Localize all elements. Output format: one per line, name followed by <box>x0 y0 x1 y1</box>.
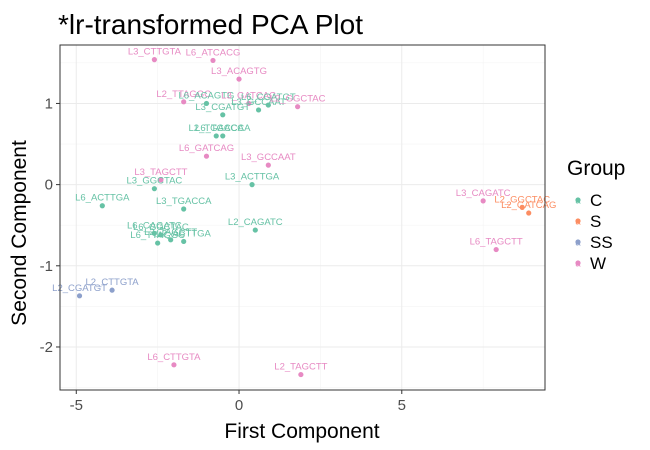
data-point <box>519 204 525 210</box>
data-point <box>151 230 157 236</box>
point-label: L6_GATCAG <box>179 143 234 154</box>
point-label: L3_TAGCTT <box>134 167 187 178</box>
legend-label: C <box>590 191 602 210</box>
legend-label: W <box>590 254 606 273</box>
data-point <box>265 102 271 108</box>
legend-key <box>575 239 581 245</box>
point-label: L2_TTAGGC <box>156 89 211 100</box>
legend-label: S <box>590 212 601 231</box>
point-label: L6_CGATGT <box>241 92 296 103</box>
data-point <box>255 107 262 113</box>
point-label: L2_GATCAG <box>501 200 556 211</box>
point-label: L3_GCCAAT <box>231 97 286 108</box>
data-point <box>252 227 258 233</box>
point-label: L2_TGACCA <box>189 123 245 134</box>
legend-key <box>575 197 581 203</box>
data-point <box>203 153 210 159</box>
point-label: L6_GGCTAC <box>133 222 189 233</box>
data-point <box>265 162 271 168</box>
data-point <box>151 186 157 192</box>
data-point <box>246 100 252 107</box>
legend-label: SS <box>590 233 613 252</box>
data-point <box>298 371 304 378</box>
y-tick-label: 0 <box>45 177 53 194</box>
y-axis-ticks: -2 -1 0 1 <box>40 95 60 356</box>
point-label: L2_CAGATC <box>228 217 283 228</box>
data-point <box>203 100 210 107</box>
data-point <box>109 287 115 293</box>
point-label: L2_GGCTAC <box>270 94 326 105</box>
point-label: L3_ACAGTG <box>211 66 267 77</box>
plot-panel: L3_CTTGTA L6_ATCACGL3_ACAGTGL2_TTAGGCL6_A… <box>52 44 556 391</box>
point-label: L2_CTTGTA <box>86 277 140 288</box>
point-label: L3_GCCAAT <box>241 152 296 163</box>
gridlines <box>60 45 545 390</box>
data-point <box>480 198 486 204</box>
x-tick-label: 5 <box>398 397 406 414</box>
legend-key-glyph: a <box>575 238 581 249</box>
data-point <box>526 210 532 216</box>
data-point <box>181 206 187 212</box>
data-point <box>76 293 83 299</box>
x-tick-label: -5 <box>70 397 83 414</box>
data-point <box>168 237 174 243</box>
point-label: L2_CGATGT <box>52 283 107 294</box>
y-axis-label: Second Component <box>8 140 31 326</box>
point-label: L3_TGACCA <box>156 196 212 207</box>
point-label: L2_GGCTAC <box>494 194 550 205</box>
point-label: L2_TAGCTT <box>144 227 197 238</box>
data-point <box>220 112 226 118</box>
data-point <box>249 182 255 188</box>
data-point <box>213 133 219 139</box>
point-label: L3_CGATGT <box>195 102 250 113</box>
data-points <box>76 57 532 378</box>
plot-border <box>59 44 546 391</box>
data-point <box>181 99 187 105</box>
point-label: L3_GATCAG <box>221 90 276 101</box>
x-axis-ticks: -5 0 5 <box>70 390 406 414</box>
point-labels: L3_CTTGTA L6_ATCACGL3_ACAGTGL2_TTAGGCL6_A… <box>52 47 556 373</box>
point-label: L3_CAGATC <box>456 188 511 199</box>
data-point <box>295 104 301 110</box>
data-point <box>210 57 216 64</box>
data-point <box>220 133 226 139</box>
point-label: L6_TTAGGC <box>130 230 185 241</box>
point-label: L6_TGACCA <box>195 123 251 134</box>
point-label: L3_ACTTGA <box>225 172 280 183</box>
point-label: L6_ATCACG <box>186 47 241 58</box>
point-label: L2_ACTTGA <box>156 228 211 239</box>
point-label: L6_CAGATC <box>127 220 182 231</box>
point-label: L6_TAGCTT <box>470 237 523 248</box>
data-point <box>158 232 164 238</box>
legend: Group a Ca Sa SSa W <box>567 157 625 273</box>
data-point <box>99 203 105 209</box>
data-point <box>155 240 161 246</box>
legend-key-glyph: a <box>575 196 581 207</box>
legend-key <box>575 218 581 224</box>
data-point <box>493 246 499 253</box>
legend-title: Group <box>567 157 625 180</box>
x-axis-label: First Component <box>224 420 379 443</box>
data-point <box>181 238 187 245</box>
chart-title: *lr-transformed PCA Plot <box>58 9 363 40</box>
point-label: L6_ACTTGA <box>75 193 130 204</box>
data-point <box>171 362 177 368</box>
y-tick-label: -1 <box>40 258 53 275</box>
data-point <box>151 57 157 63</box>
x-tick-label: 0 <box>235 397 243 414</box>
legend-key <box>575 260 581 266</box>
y-tick-label: -2 <box>40 339 53 356</box>
legend-key-glyph: a <box>575 259 581 270</box>
point-label: L6_ACAGTG <box>178 90 234 101</box>
legend-key-glyph: a <box>575 217 581 228</box>
point-label: L3_CTTGTA <box>128 47 182 58</box>
data-point <box>158 177 164 183</box>
point-label: L2_TAGCTT <box>274 362 327 373</box>
point-label: L6_CTTGTA <box>147 352 201 363</box>
data-point <box>236 76 242 82</box>
y-tick-label: 1 <box>45 95 53 112</box>
plot-background <box>60 45 545 390</box>
point-label: L3_GGCTAC <box>126 176 182 187</box>
